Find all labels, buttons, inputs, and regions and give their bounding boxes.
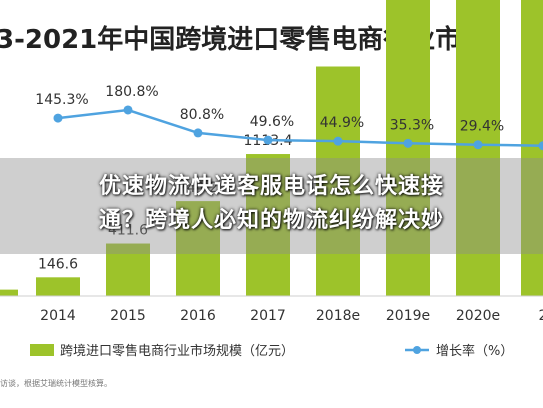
x-tick-2014: 2014 bbox=[40, 308, 76, 324]
overlay-line-1: 优速物流快递客服电话怎么快速接 bbox=[98, 174, 444, 199]
bar-2 bbox=[521, 0, 543, 296]
growth-label-2019e: 35.3% bbox=[390, 117, 434, 133]
growth-line bbox=[57, 108, 543, 147]
growth-label-2018e: 44.9% bbox=[320, 115, 364, 131]
source-note: 访谈，根据艾瑞统计模型核算。 bbox=[0, 378, 112, 388]
legend-bar-swatch bbox=[30, 344, 54, 356]
growth-point-2018e bbox=[333, 136, 343, 146]
x-tick-2018e: 2018e bbox=[316, 308, 360, 324]
x-tick-2: 2 bbox=[539, 308, 543, 324]
growth-label-2017: 49.6% bbox=[250, 114, 294, 130]
overlay-headline[interactable]: 优速物流快递客服电话怎么快速接 通？跨境人必知的物流纠纷解决妙 bbox=[0, 170, 543, 238]
bar-value-label-2016: 744.2 bbox=[178, 180, 218, 196]
overlay-banner bbox=[0, 158, 543, 254]
bar-3 bbox=[0, 289, 18, 296]
growth-label-2014: 145.3% bbox=[35, 92, 88, 108]
growth-point-2016 bbox=[193, 128, 203, 138]
growth-label-2020e: 29.4% bbox=[460, 119, 504, 135]
growth-point-2015 bbox=[123, 105, 133, 115]
growth-line-layer: 145.3%180.8%80.8%49.6%44.9%35.3%29.4%2 bbox=[35, 84, 543, 151]
overlay-line-2: 通？跨境人必知的物流纠纷解决妙 bbox=[98, 208, 444, 233]
bar-2017 bbox=[246, 154, 290, 296]
bar-value-label-2015: 411.6 bbox=[108, 223, 148, 239]
x-tick-2016: 2016 bbox=[180, 308, 216, 324]
growth-point-2020e bbox=[473, 140, 483, 150]
growth-label-2015: 180.8% bbox=[105, 84, 158, 100]
growth-point-2 bbox=[538, 141, 543, 151]
x-tick-2015: 2015 bbox=[110, 308, 146, 324]
legend-line-label: 增长率（%） bbox=[436, 343, 513, 359]
bar-2014 bbox=[36, 277, 80, 296]
bar-value-label-2014: 146.6 bbox=[38, 256, 78, 272]
legend: 跨境进口零售电商行业市场规模（亿元） 增长率（%） bbox=[30, 343, 513, 359]
x-tick-2020e: 2020e bbox=[456, 308, 500, 324]
bar-2016 bbox=[176, 201, 220, 296]
bar-2019e bbox=[386, 0, 430, 296]
growth-point-2014 bbox=[53, 113, 63, 123]
growth-point-2019e bbox=[403, 138, 413, 148]
x-axis-ticks: 320142015201620172018e2019e2020e2 bbox=[0, 308, 543, 324]
growth-label-2016: 80.8% bbox=[180, 107, 224, 123]
x-tick-2017: 2017 bbox=[250, 308, 286, 324]
legend-bar-label: 跨境进口零售电商行业市场规模（亿元） bbox=[60, 343, 294, 359]
x-tick-2019e: 2019e bbox=[386, 308, 430, 324]
bar-2018e bbox=[316, 66, 360, 296]
bar-2015 bbox=[106, 243, 150, 296]
growth-point-2017 bbox=[263, 135, 273, 145]
legend-line-marker bbox=[413, 346, 421, 354]
